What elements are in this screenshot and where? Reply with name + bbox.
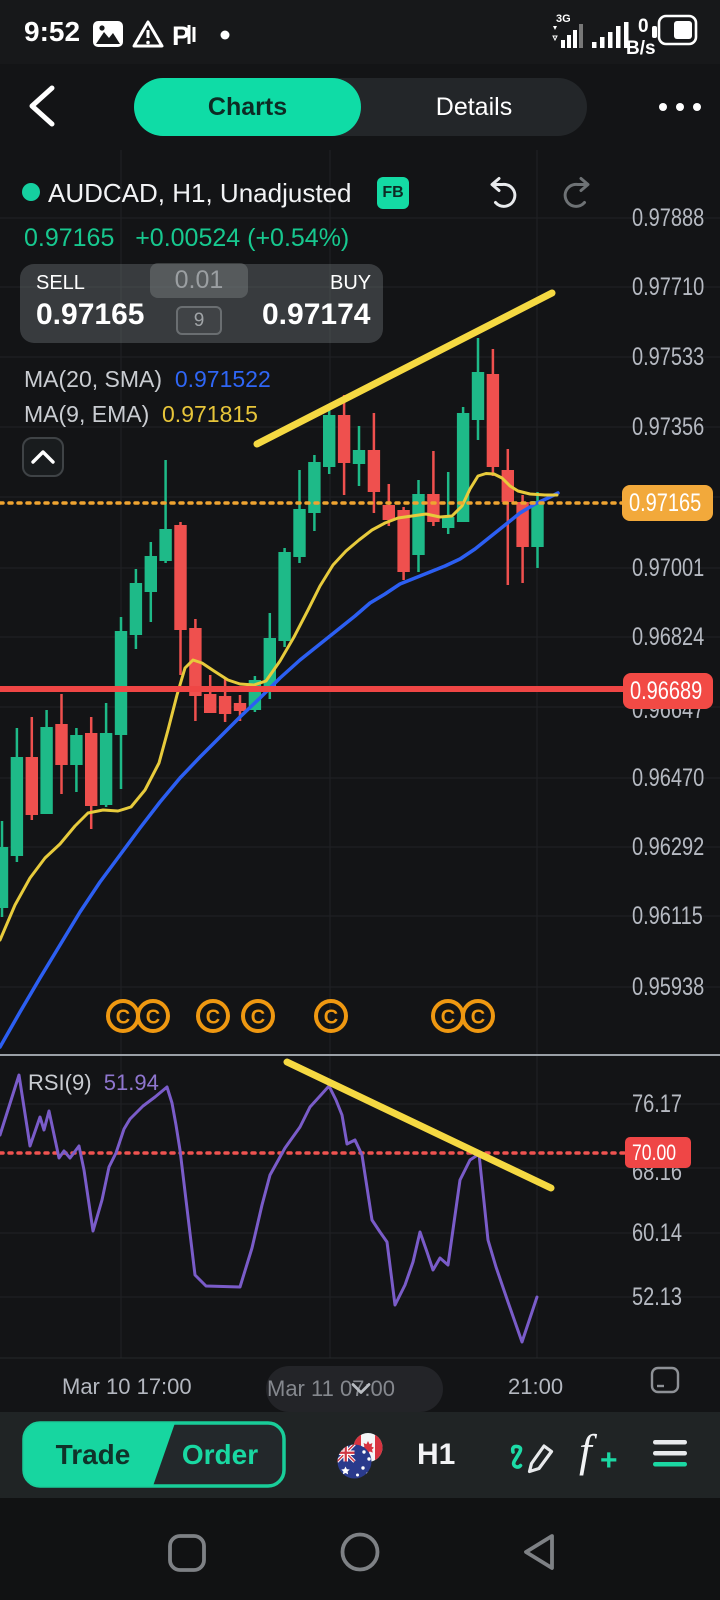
svg-text:C: C xyxy=(471,1007,485,1029)
svg-text:Order: Order xyxy=(182,1439,258,1470)
svg-text:0: 0 xyxy=(638,16,649,37)
svg-text:C: C xyxy=(441,1007,455,1029)
svg-text:Trade: Trade xyxy=(56,1439,131,1470)
svg-text:3G: 3G xyxy=(556,13,571,25)
svg-text:C: C xyxy=(116,1007,130,1029)
svg-text:C: C xyxy=(146,1007,160,1029)
svg-text:C: C xyxy=(251,1007,265,1029)
svg-text:C: C xyxy=(324,1007,338,1029)
svg-text:B/s: B/s xyxy=(626,38,656,58)
svg-text:C: C xyxy=(206,1007,220,1029)
svg-text:P: P xyxy=(172,21,190,50)
